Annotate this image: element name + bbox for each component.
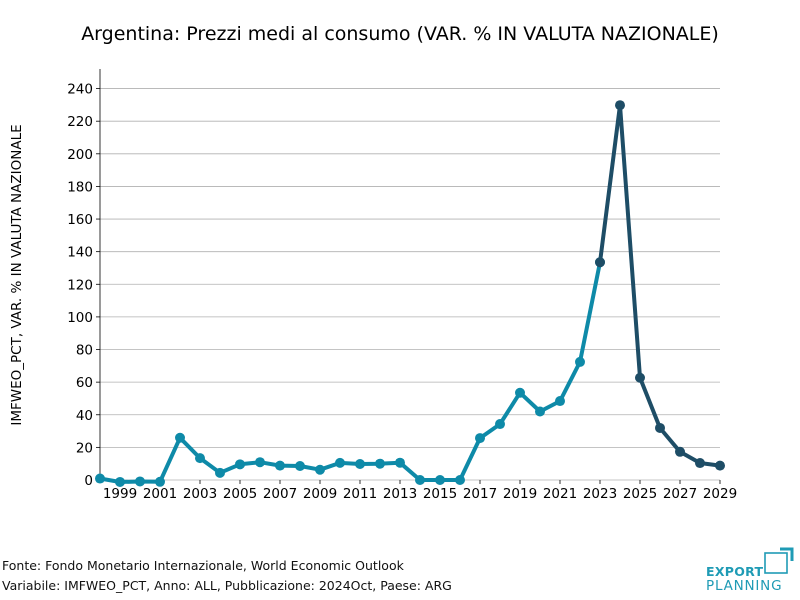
x-tick-label: 2009 (303, 486, 337, 502)
y-tick-label: 40 (76, 408, 93, 424)
chart-title: Argentina: Prezzi medi al consumo (VAR. … (81, 23, 719, 45)
y-tick-label: 20 (76, 440, 93, 456)
data-point (235, 459, 245, 470)
axes (96, 69, 721, 484)
series-line-1 (98, 260, 602, 484)
y-axis-title: IMFWEO_PCT, VAR. % IN VALUTA NAZIONALE (9, 124, 25, 425)
logo-mark-icon (764, 547, 794, 574)
data-point (575, 356, 585, 367)
data-point (555, 396, 565, 407)
y-tick-label: 240 (67, 82, 93, 98)
data-point (695, 458, 705, 469)
x-tick-label: 2001 (143, 486, 177, 502)
y-tick-label: 100 (67, 310, 93, 326)
data-point (155, 476, 165, 487)
gridlines (100, 88, 720, 481)
data-point (375, 458, 385, 469)
data-point (255, 457, 265, 468)
data-points (95, 100, 725, 487)
x-tick-label: 2015 (423, 486, 457, 502)
series-line-2 (598, 103, 722, 468)
x-tick-label: 2003 (183, 486, 217, 502)
data-point (455, 475, 465, 485)
data-point (635, 372, 645, 383)
logo-text-planning: PLANNING (706, 578, 783, 594)
x-tick-label: 2019 (503, 486, 537, 502)
data-point (315, 464, 325, 475)
data-point (335, 457, 345, 468)
x-tick-label: 2027 (663, 486, 697, 502)
data-point (135, 476, 145, 487)
x-tick-label: 2011 (343, 486, 377, 502)
data-point (655, 422, 665, 433)
x-tick-label: 2005 (223, 486, 257, 502)
y-tick-label: 200 (67, 147, 93, 163)
x-tick-label: 2029 (703, 486, 737, 502)
data-point (415, 475, 425, 485)
data-point (175, 432, 185, 443)
data-point (595, 257, 605, 268)
data-point (535, 406, 545, 417)
x-tick-label: 2025 (623, 486, 657, 502)
tick-labels: 0 20 40 60 80 100 120 140 160 180 200 220 240 1999 200… (67, 82, 737, 502)
data-point (355, 459, 365, 470)
data-point (275, 460, 285, 471)
series-lines (98, 103, 722, 484)
data-point (195, 453, 205, 464)
x-tick-label: 2013 (383, 486, 417, 502)
data-point (615, 100, 625, 111)
footer-source: Fonte: Fondo Monetario Internazionale, W… (2, 558, 404, 573)
x-tick-label: 2017 (463, 486, 497, 502)
y-tick-label: 220 (67, 114, 93, 130)
logo-text-export: EXPORT (706, 564, 764, 579)
data-point (215, 467, 225, 478)
y-tick-label: 180 (67, 179, 93, 195)
y-tick-label: 120 (67, 277, 93, 293)
export-planning-logo: EXPORT PLANNING (705, 545, 797, 595)
data-point (395, 457, 405, 468)
data-point (675, 446, 685, 457)
data-point (475, 433, 485, 444)
data-point (95, 473, 105, 484)
x-tick-label: 2007 (263, 486, 297, 502)
footer-variable: Variabile: IMFWEO_PCT, Anno: ALL, Pubbli… (2, 578, 452, 593)
x-tick-label: 1999 (103, 486, 137, 502)
y-tick-label: 0 (84, 473, 93, 489)
data-point (495, 419, 505, 430)
y-tick-label: 80 (76, 343, 93, 359)
y-tick-label: 60 (76, 375, 93, 391)
data-point (295, 460, 305, 471)
data-point (715, 460, 725, 471)
x-tick-label: 2021 (543, 486, 577, 502)
y-tick-label: 140 (67, 245, 93, 261)
data-point (115, 476, 125, 487)
data-point (515, 387, 525, 398)
x-tick-label: 2023 (583, 486, 617, 502)
y-tick-label: 160 (67, 212, 93, 228)
data-point (435, 475, 445, 485)
